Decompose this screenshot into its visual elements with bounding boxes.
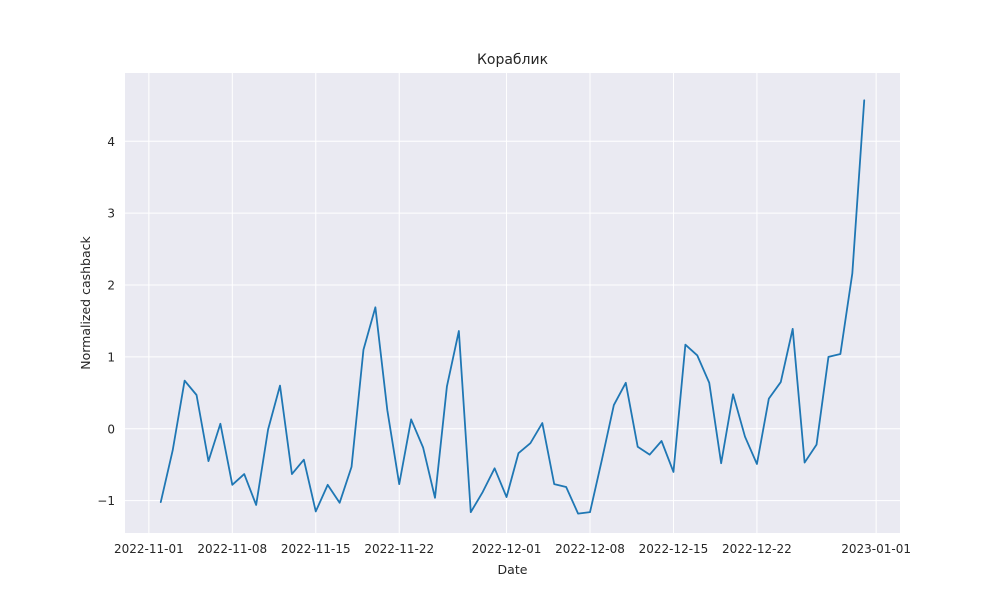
x-axis-label: Date (498, 562, 528, 577)
x-tick-label: 2022-11-01 (114, 542, 184, 556)
y-tick-label: 3 (107, 207, 115, 221)
y-tick-label: 1 (107, 350, 115, 364)
y-tick-label: −1 (97, 494, 115, 508)
x-axis-ticks: 2022-11-01 2022-11-08 2022-11-15 2022-11-22… (114, 542, 911, 556)
x-tick-label: 2022-12-22 (722, 542, 792, 556)
plot-area (125, 73, 900, 533)
x-tick-label: 2022-11-15 (281, 542, 351, 556)
grid-lines (125, 73, 900, 533)
series-layer (159, 99, 866, 515)
x-tick-label: 2022-12-01 (472, 542, 542, 556)
x-tick-label: 2022-12-15 (639, 542, 709, 556)
x-tick-label: 2022-11-22 (364, 542, 434, 556)
x-tick-label: 2022-11-08 (197, 542, 267, 556)
y-tick-label: 2 (107, 279, 115, 293)
y-tick-label: 0 (107, 422, 115, 436)
chart-title: Кораблик (477, 52, 548, 68)
x-tick-label: 2023-01-01 (841, 542, 911, 556)
y-tick-label: 4 (107, 135, 115, 149)
y-axis-label: Normalized cashback (78, 235, 93, 369)
series-line (159, 99, 866, 515)
x-tick-label: 2022-12-08 (555, 542, 625, 556)
y-axis-ticks: −1 0 1 2 3 4 (97, 135, 115, 508)
